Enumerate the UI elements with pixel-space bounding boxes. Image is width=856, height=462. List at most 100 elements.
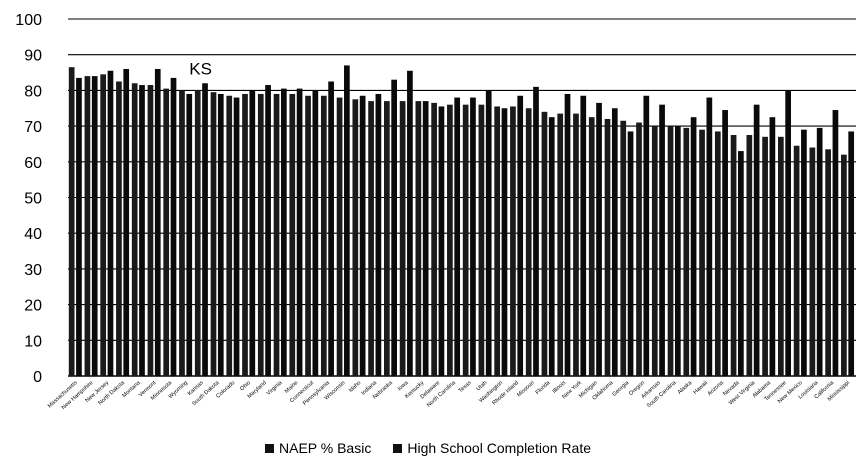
bar-hs-completion [312,90,319,377]
bar-naep-basic [541,111,548,376]
bar-hs-completion [706,97,713,376]
y-tick-label: 90 [24,48,42,65]
bar-hs-completion [643,95,650,376]
bar-naep-basic [494,106,501,377]
bar-naep-basic [257,93,264,376]
y-tick-label: 30 [24,262,42,279]
y-tick-label: 100 [15,12,42,29]
bar-naep-basic [273,93,280,376]
bar-hs-completion [501,108,508,376]
y-axis: 0 10 20 30 40 50 60 70 80 90 100 [15,12,42,386]
bar-naep-basic [478,104,485,377]
bar-naep-basic [557,113,564,377]
bar-hs-completion [217,93,224,376]
bar-hs-completion [848,131,855,376]
bar-naep-basic [730,135,737,376]
y-tick-label: 60 [24,155,42,172]
bar-hs-completion [627,131,634,376]
bar-naep-basic [116,81,122,376]
bar-hs-completion [139,85,145,377]
bar-hs-completion [738,151,744,376]
bar-naep-basic [683,127,690,376]
bar-hs-completion [91,76,98,377]
bar-naep-basic [431,102,437,376]
x-tick-label: Iowa [397,379,410,392]
bar-naep-basic [793,145,800,376]
bar-hs-completion [470,97,476,376]
bar-naep-basic [762,136,768,376]
bar-hs-completion [123,68,130,376]
bar-hs-completion [344,65,350,376]
annotations: KS [189,59,212,78]
bar-hs-completion [76,77,82,376]
bar-naep-basic [399,101,406,377]
legend-item-naep: NAEP % Basic [265,440,371,456]
bar-hs-completion [202,83,208,376]
bar-naep-basic [620,120,627,376]
bar-hs-completion [170,77,177,376]
bar-hs-completion [407,70,413,376]
bar-hs-completion [485,90,492,377]
bar-naep-basic [226,95,233,376]
bar-naep-basic [573,113,579,377]
bar-naep-basic [462,104,469,377]
y-tick-label: 50 [24,191,42,208]
bar-hs-completion [359,95,366,376]
bar-naep-basic [210,92,217,376]
legend-label-completion: High School Completion Rate [407,440,591,456]
bar-naep-basic [163,88,170,377]
bar-hs-completion [328,81,334,376]
bar-chart: 0 10 20 30 40 50 60 70 80 90 100 MassachusettsNew … [15,12,856,411]
gridlines [68,18,856,377]
bar-hs-completion [564,93,571,376]
bar-hs-completion [753,104,760,377]
bar-naep-basic [525,108,532,376]
legend-label-naep: NAEP % Basic [279,440,372,456]
y-tick-label: 80 [24,83,42,100]
x-tick-label: Utah [476,380,489,392]
bar-hs-completion [769,117,776,377]
y-tick-label: 40 [24,226,42,243]
bar-naep-basic [825,149,831,376]
bar-hs-completion [517,95,524,376]
bar-naep-basic [667,126,674,376]
y-tick-label: 0 [33,369,42,386]
y-tick-label: 20 [24,298,42,315]
bar-hs-completion [596,102,602,376]
y-tick-label: 10 [24,333,42,350]
legend-swatch-naep [265,443,274,453]
bar-naep-basic [604,118,611,377]
x-tick-label: Ohio [239,380,252,392]
bar-naep-basic [714,131,721,376]
bar-naep-basic [147,85,154,377]
legend-item-completion: High School Completion Rate [393,440,591,456]
bar-naep-basic [636,122,642,376]
x-tick-label: Texas [458,380,473,394]
bar-naep-basic [588,117,595,377]
bar-hs-completion [375,93,382,376]
x-tick-label: Florida [535,379,552,395]
x-tick-label: Virginia [266,379,284,396]
bar-hs-completion [454,97,461,376]
x-tick-label: Georgia [611,379,630,397]
bar-naep-basic [384,101,390,377]
bar-naep-basic [778,136,784,376]
bar-hs-completion [391,79,397,376]
bar-naep-basic [746,135,753,376]
bar-hs-completion [186,93,193,376]
bar-hs-completion [611,108,618,376]
bars [68,65,855,377]
bar-naep-basic [368,101,374,377]
bar-hs-completion [832,110,839,376]
bar-naep-basic [651,126,658,376]
bar-naep-basic [194,90,201,377]
bar-hs-completion [265,85,271,377]
x-tick-label: Alaska [677,379,694,395]
bar-naep-basic [131,83,138,376]
bar-hs-completion [785,90,791,377]
bar-hs-completion [233,97,240,376]
bar-naep-basic [510,106,516,377]
bar-hs-completion [280,88,287,377]
bar-naep-basic [415,101,422,377]
bar-hs-completion [249,90,256,377]
